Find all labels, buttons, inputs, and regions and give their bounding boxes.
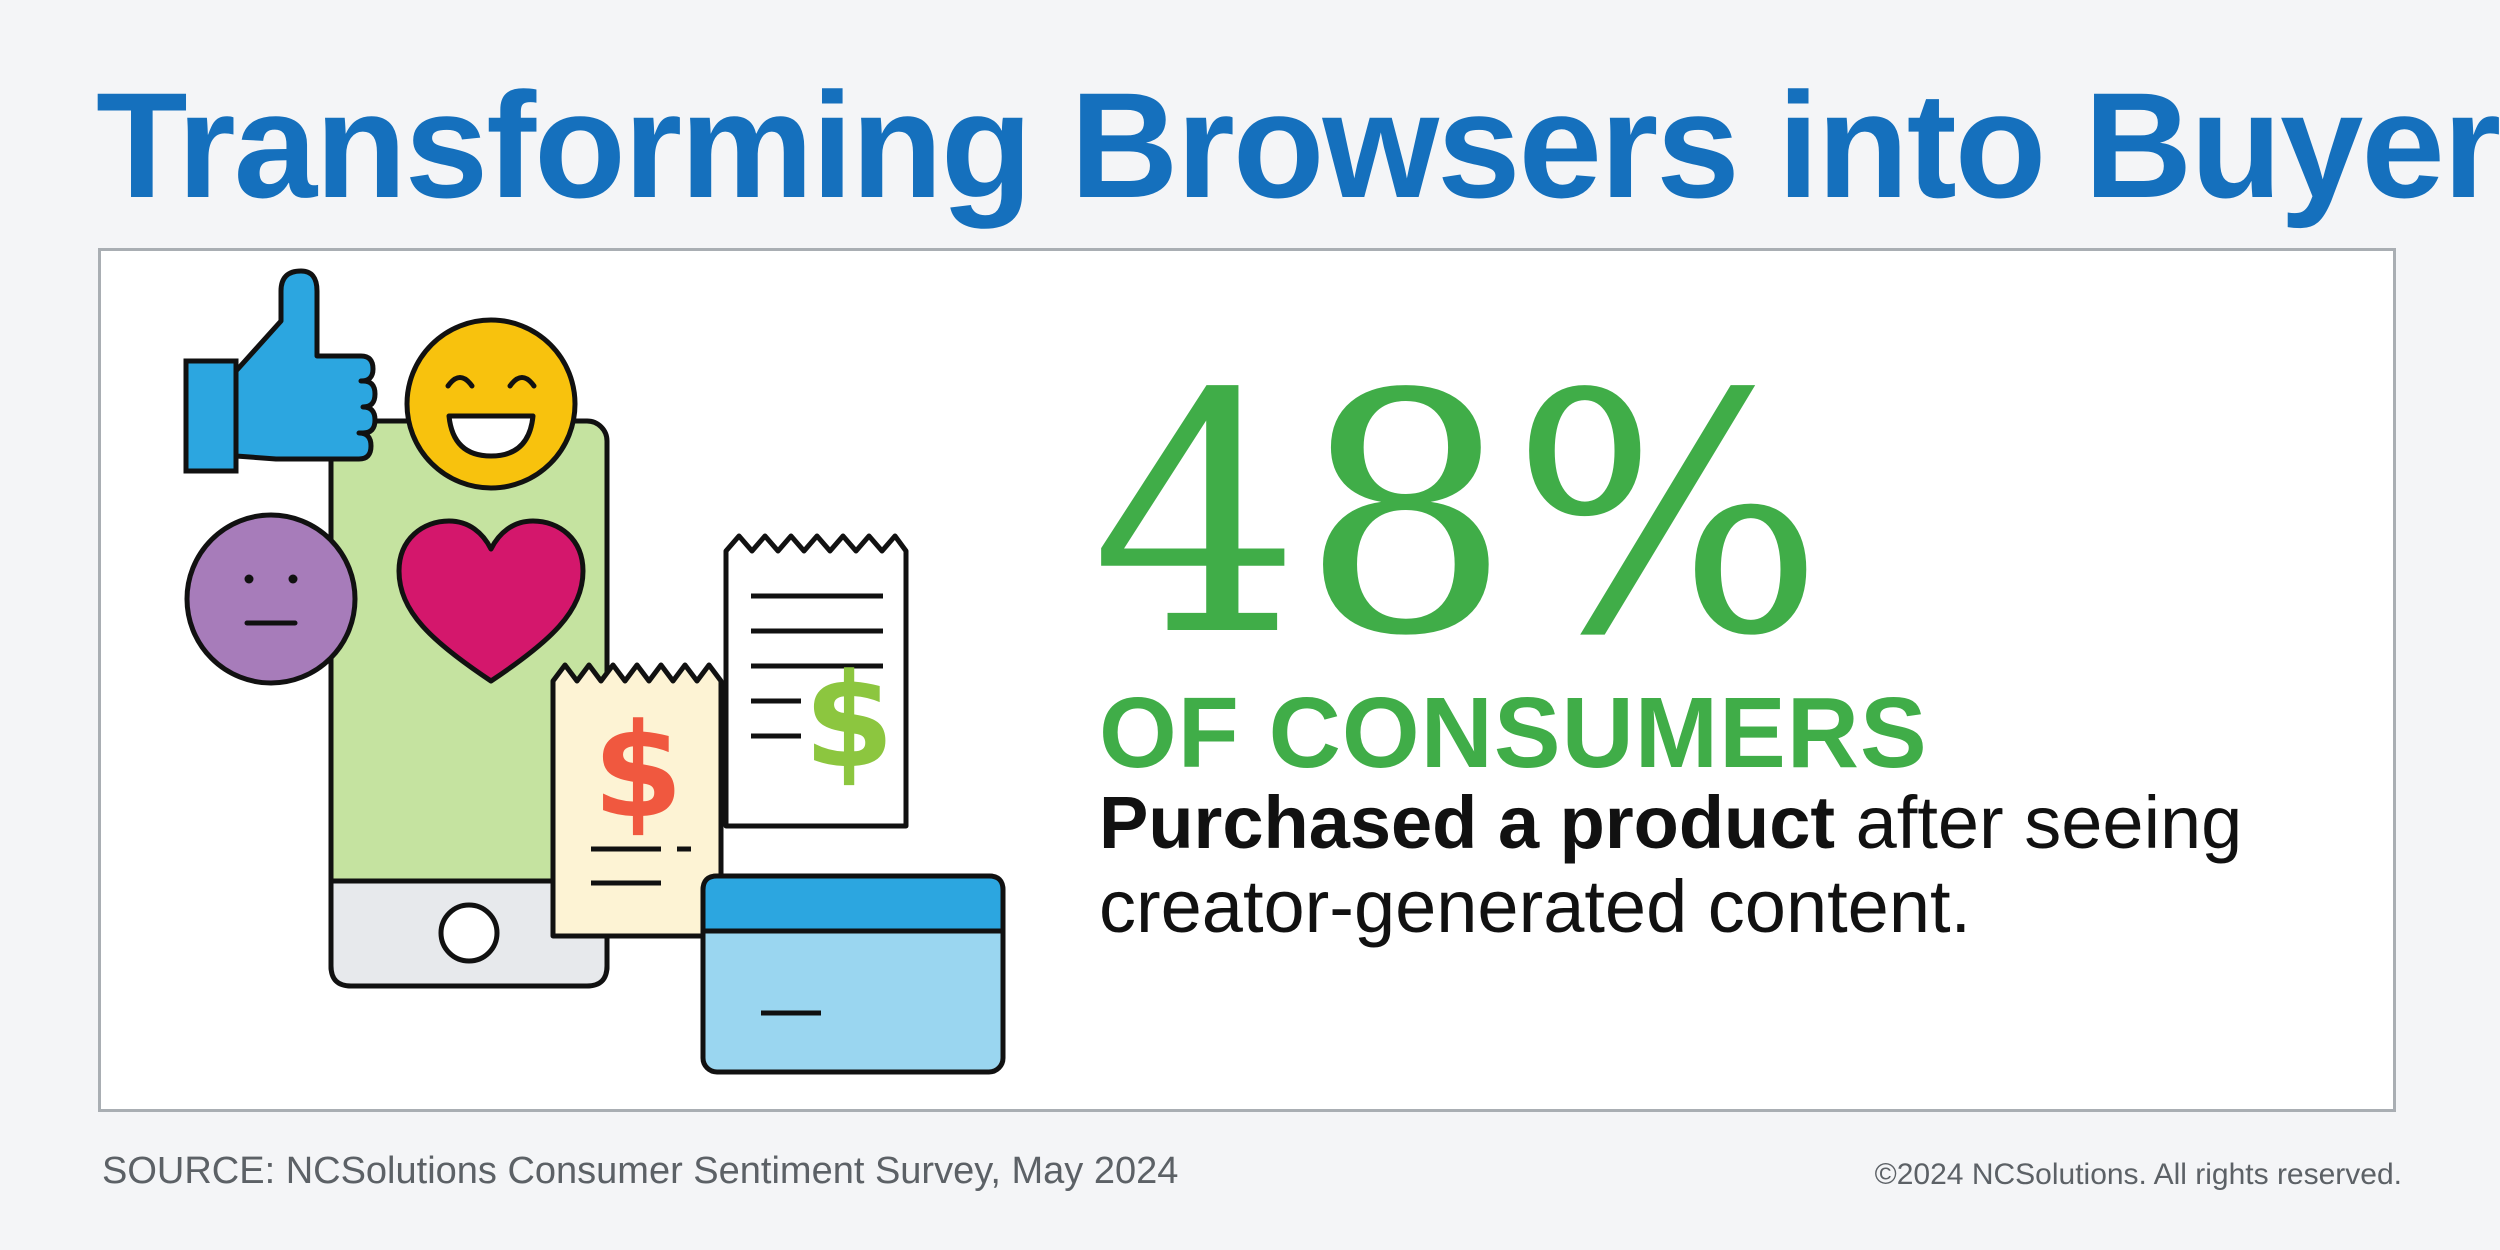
stat-description-rest: after seeing creator-generated content. <box>1099 781 2243 948</box>
receipt-icon: $ <box>723 533 909 829</box>
smiley-face-icon <box>404 317 578 491</box>
neutral-face-icon <box>184 512 358 686</box>
stat-description-bold: Purchased a product <box>1099 781 1836 864</box>
thumbs-up-icon <box>183 268 378 474</box>
heart-icon <box>396 518 586 684</box>
copyright-note: ©2024 NCSolutions. All rights reserved. <box>1874 1158 2402 1191</box>
stat-subject: OF CONSUMERS <box>1099 677 1928 789</box>
page-title: Transforming Browsers into Buyers <box>96 61 2500 229</box>
receipt-icon: $ <box>550 662 724 939</box>
stat-panel: $ $ 48% OF CONSUMERS Purchased a product… <box>98 248 2396 1112</box>
stat-percentage: 48% <box>1091 324 1825 708</box>
dollar-sign-icon: $ <box>593 695 683 847</box>
social-shopping-illustration: $ $ <box>183 268 1006 1075</box>
source-note: SOURCE: NCSolutions Consumer Sentiment S… <box>102 1150 1179 1192</box>
stat-description: Purchased a product after seeing creator… <box>1099 781 2379 948</box>
credit-card-icon <box>700 873 1006 1075</box>
dollar-sign-icon: $ <box>804 645 894 797</box>
